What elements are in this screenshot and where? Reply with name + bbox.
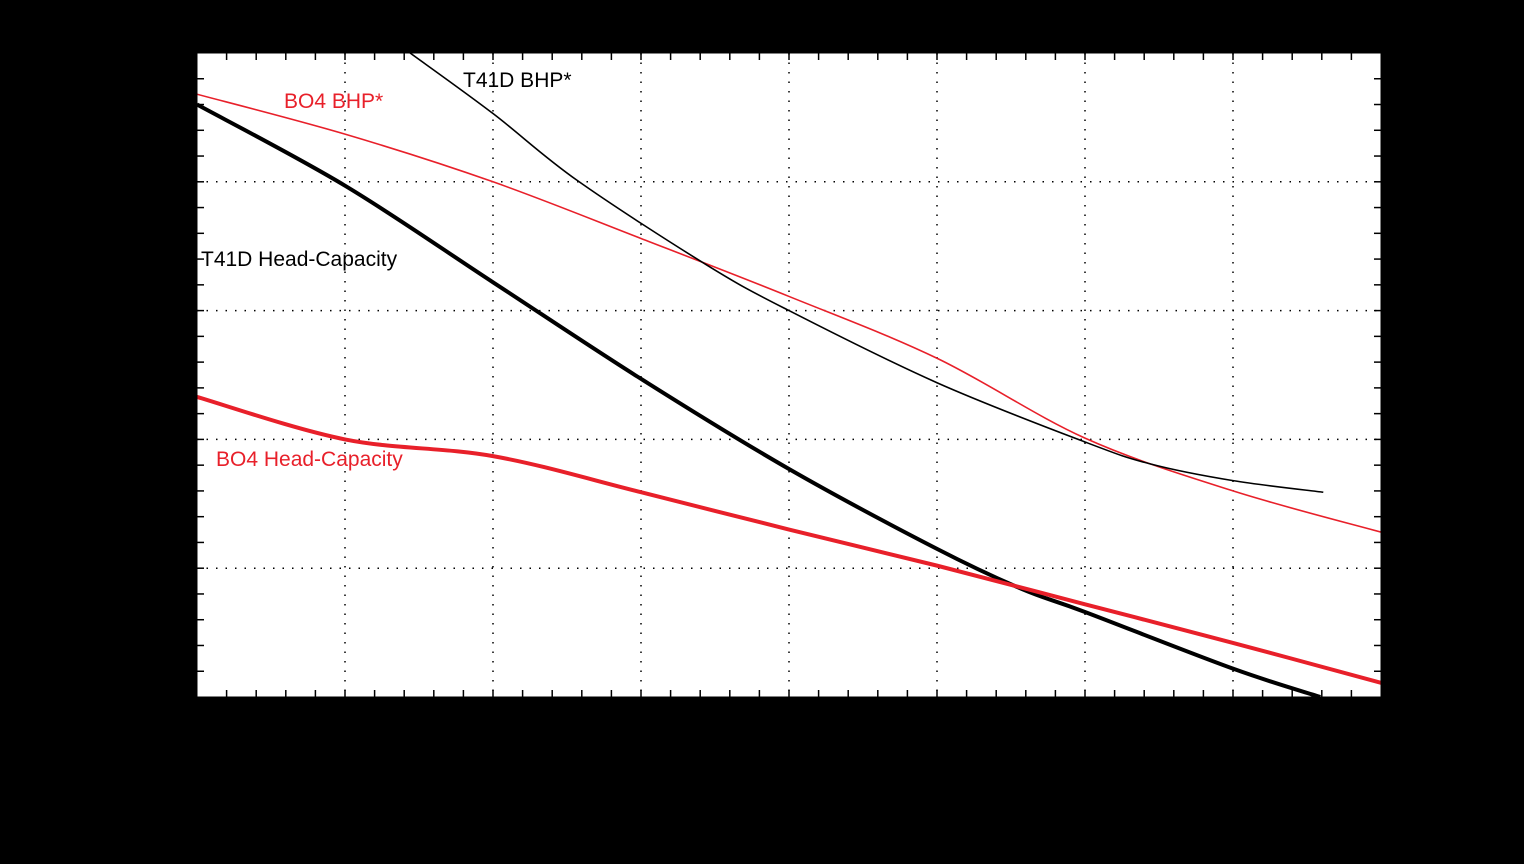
axis-ticks [197,53,1381,697]
label-bo4-head-capacity: BO4 Head-Capacity [216,448,403,471]
label-bo4-bhp: BO4 BHP* [284,90,383,113]
series-labels: T41D BHP* BO4 BHP* T41D Head-Capacity BO… [201,69,572,471]
label-t41d-head-capacity: T41D Head-Capacity [201,248,398,271]
series-bo4-head-capacity [197,394,1381,685]
series-t41d-bhp [409,53,1324,494]
series-t41d-head-capacity [197,102,1321,697]
data-series [197,53,1381,697]
series-bo4-bhp [197,93,1381,533]
plot-area [197,53,1381,697]
plot-frame [196,52,1382,698]
label-t41d-bhp: T41D BHP* [463,69,572,92]
